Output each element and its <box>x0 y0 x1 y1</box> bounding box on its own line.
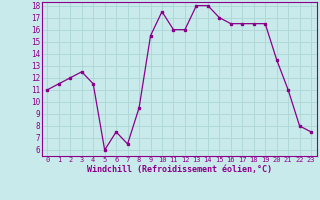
X-axis label: Windchill (Refroidissement éolien,°C): Windchill (Refroidissement éolien,°C) <box>87 165 272 174</box>
